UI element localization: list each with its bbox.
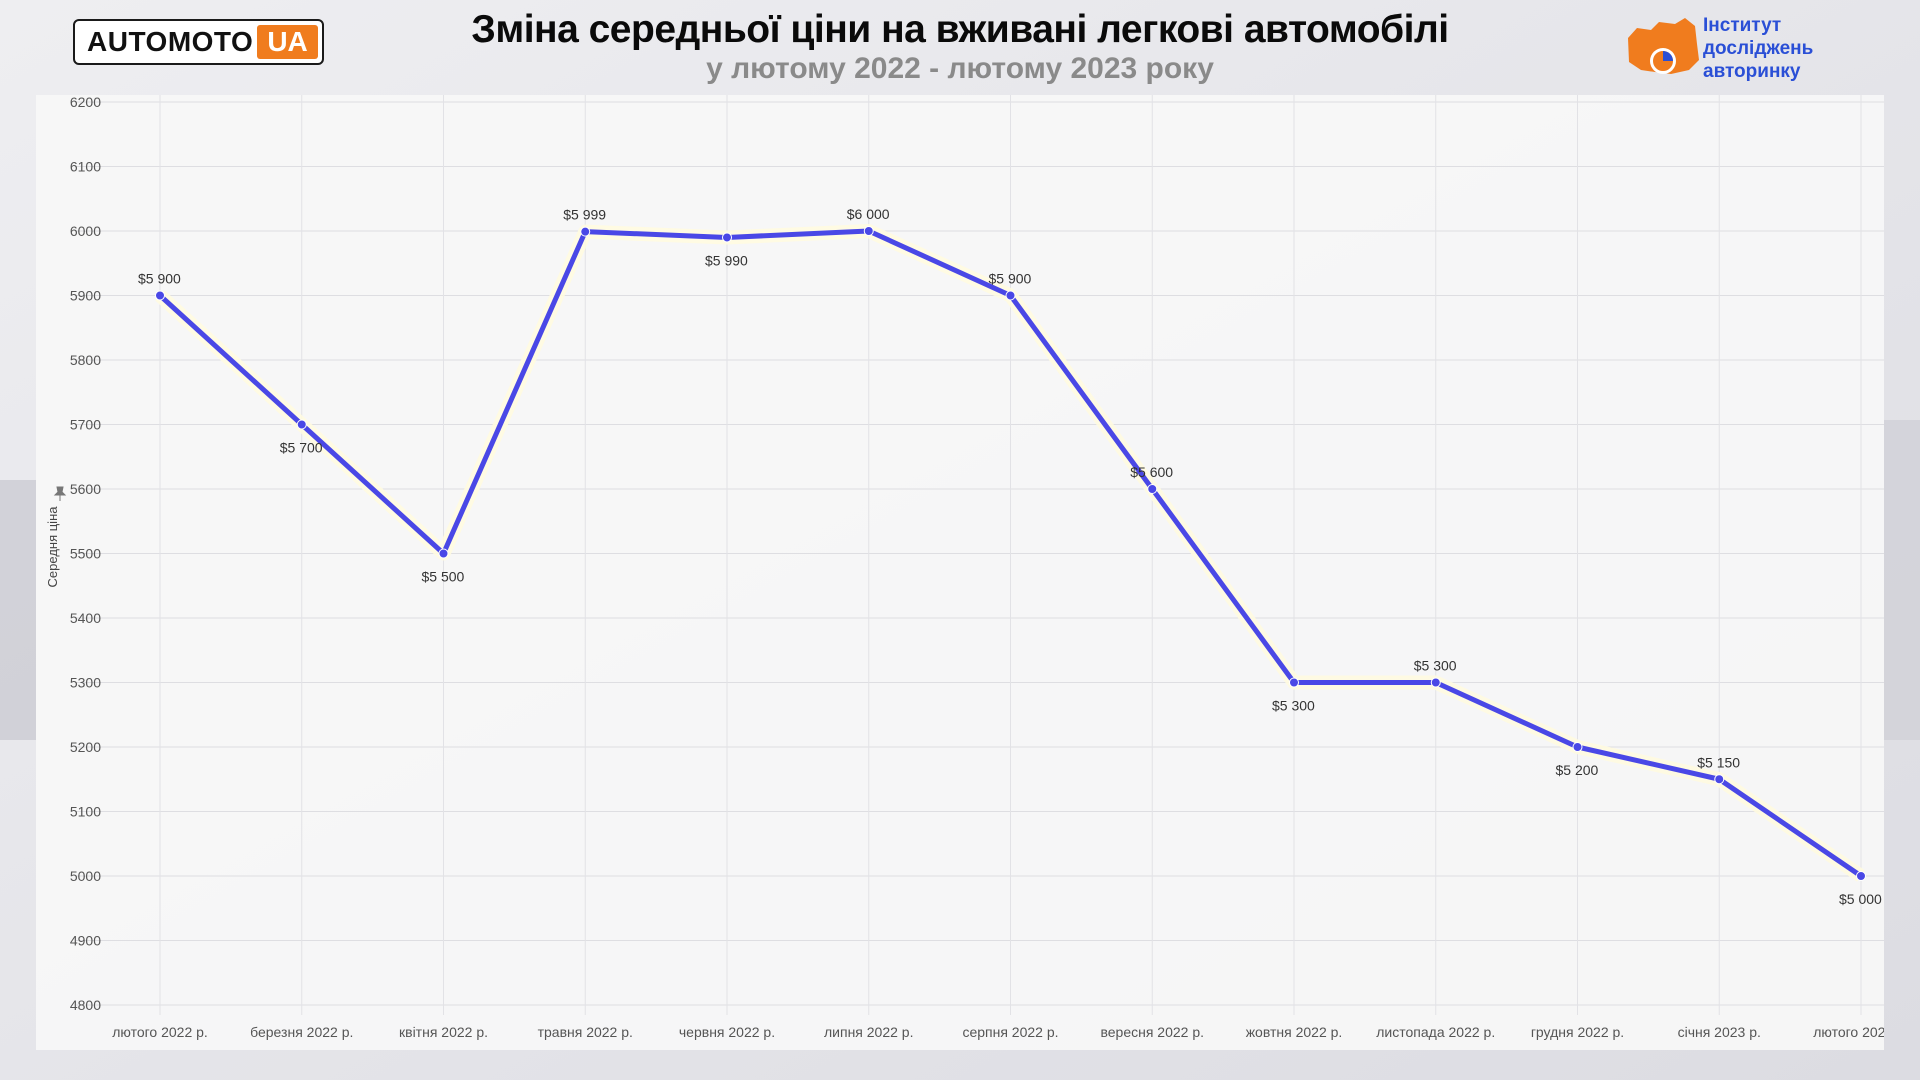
automoto-logo: AUTOMOTO UA bbox=[73, 19, 324, 65]
x-axis-ticks: лютого 2022 р. березня 2022 р. квітня 2022… bbox=[112, 1024, 1909, 1040]
data-label: $5 999 bbox=[563, 207, 606, 223]
x-tick-label: квітня 2022 р. bbox=[399, 1024, 488, 1040]
data-label: $5 500 bbox=[422, 569, 465, 585]
institute-map-icon bbox=[1628, 18, 1699, 74]
x-tick-label: лютого 2023 р. bbox=[1813, 1024, 1884, 1040]
institute-line-3: авторинку bbox=[1703, 61, 1801, 82]
logo-accent-text: UA bbox=[257, 25, 318, 59]
y-tick-label: 5600 bbox=[70, 481, 101, 497]
data-label: $5 000 bbox=[1839, 891, 1882, 907]
data-label: $5 300 bbox=[1414, 658, 1457, 674]
institute-line-2: досліджень bbox=[1703, 38, 1814, 59]
y-tick-label: 5000 bbox=[70, 868, 101, 884]
data-label: $5 900 bbox=[138, 271, 181, 287]
data-label: $5 900 bbox=[989, 271, 1032, 287]
data-label: $5 600 bbox=[1130, 464, 1173, 480]
y-tick-label: 4800 bbox=[70, 997, 101, 1013]
y-tick-label: 5500 bbox=[70, 546, 101, 562]
data-point bbox=[722, 232, 732, 243]
y-tick-label: 5100 bbox=[70, 804, 101, 820]
y-tick-label: 4900 bbox=[70, 933, 101, 949]
x-tick-label: березня 2022 р. bbox=[250, 1024, 353, 1040]
x-tick-label: травня 2022 р. bbox=[538, 1024, 633, 1040]
chart-subtitle: у лютому 2022 - лютому 2023 року bbox=[706, 52, 1214, 85]
chart-area: 6200 6100 6000 5900 5800 5700 5600 5500 5400 5300… bbox=[36, 94, 1909, 1050]
institute-line-1: Інститут bbox=[1703, 15, 1782, 36]
header: AUTOMOTO UA Зміна середньої ціни на вжив… bbox=[0, 0, 1920, 95]
y-tick-label: 5700 bbox=[70, 417, 101, 433]
data-point bbox=[438, 548, 449, 559]
x-tick-label: січня 2023 р. bbox=[1678, 1024, 1761, 1040]
y-tick-label: 5900 bbox=[70, 288, 101, 304]
data-label: $5 990 bbox=[705, 252, 748, 268]
data-point bbox=[155, 290, 165, 301]
data-point bbox=[1572, 742, 1583, 752]
pin-icon bbox=[53, 486, 67, 501]
data-point bbox=[1714, 774, 1725, 785]
logo-main-text: AUTOMOTO bbox=[87, 26, 254, 57]
data-points bbox=[155, 226, 1866, 881]
plot-background bbox=[36, 95, 1884, 1050]
line-chart: 6200 6100 6000 5900 5800 5700 5600 5500 5400 5300… bbox=[36, 94, 1909, 1050]
data-label: $5 150 bbox=[1697, 754, 1740, 770]
data-label: $5 300 bbox=[1272, 698, 1315, 714]
data-point bbox=[1147, 484, 1158, 494]
x-tick-label: жовтня 2022 р. bbox=[1246, 1024, 1343, 1040]
data-point bbox=[1430, 677, 1441, 688]
institute-logo: Інститут досліджень авторинку bbox=[1625, 14, 1885, 82]
data-label: $6 000 bbox=[847, 206, 890, 222]
data-point bbox=[580, 226, 591, 237]
y-axis-ticks: 6200 6100 6000 5900 5800 5700 5600 5500 5400 5300… bbox=[70, 94, 101, 1013]
data-point bbox=[1005, 290, 1016, 301]
y-tick-label: 5200 bbox=[70, 739, 101, 755]
x-tick-label: листопада 2022 р. bbox=[1376, 1024, 1495, 1040]
data-point bbox=[296, 419, 307, 430]
x-tick-label: червня 2022 р. bbox=[679, 1024, 775, 1040]
x-tick-label: серпня 2022 р. bbox=[962, 1024, 1058, 1040]
data-point bbox=[863, 226, 874, 236]
y-tick-label: 6200 bbox=[70, 95, 101, 110]
data-point bbox=[1856, 871, 1866, 881]
data-labels: $5 900 $5 700 $5 500 $5 999 $5 990 $6 000 $5 9… bbox=[138, 206, 1882, 907]
data-label: $5 200 bbox=[1556, 762, 1599, 778]
y-tick-label: 6000 bbox=[70, 223, 101, 239]
x-tick-label: лютого 2022 р. bbox=[112, 1024, 208, 1040]
chart-title: Зміна середньої ціни на вживані легкові … bbox=[471, 8, 1449, 51]
x-tick-label: липня 2022 р. bbox=[824, 1024, 913, 1040]
y-tick-label: 6100 bbox=[70, 159, 101, 175]
data-label: $5 700 bbox=[280, 440, 323, 456]
y-tick-label: 5300 bbox=[70, 675, 101, 691]
y-tick-label: 5400 bbox=[70, 610, 101, 626]
x-tick-label: вересня 2022 р. bbox=[1100, 1024, 1204, 1040]
x-tick-label: грудня 2022 р. bbox=[1531, 1024, 1624, 1040]
y-tick-label: 5800 bbox=[70, 352, 101, 368]
y-axis-label: Середня ціна bbox=[45, 506, 60, 588]
data-point bbox=[1289, 677, 1299, 688]
